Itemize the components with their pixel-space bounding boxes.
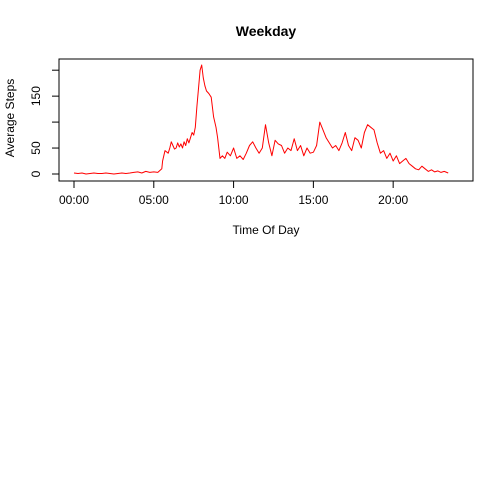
x-tick-label: 00:00: [59, 193, 89, 207]
x-tick-label: 20:00: [378, 193, 408, 207]
x-tick-label: 15:00: [298, 193, 328, 207]
y-tick-label: 0: [29, 170, 43, 177]
y-axis-label: Average Steps: [3, 79, 17, 158]
x-axis-label: Time Of Day: [233, 223, 300, 237]
series-layer: [73, 64, 449, 175]
x-tick-label: 10:00: [219, 193, 249, 207]
y-tick-label: 150: [29, 86, 43, 106]
chart-title: Weekday: [236, 23, 297, 39]
x-axis: 00:00 05:00 10:00 15:00 20:00: [59, 180, 409, 207]
x-tick-label: 05:00: [139, 193, 169, 207]
y-axis: 0 50 150: [29, 69, 60, 177]
y-tick-label: 50: [29, 141, 43, 155]
series-line-0: [73, 64, 449, 175]
